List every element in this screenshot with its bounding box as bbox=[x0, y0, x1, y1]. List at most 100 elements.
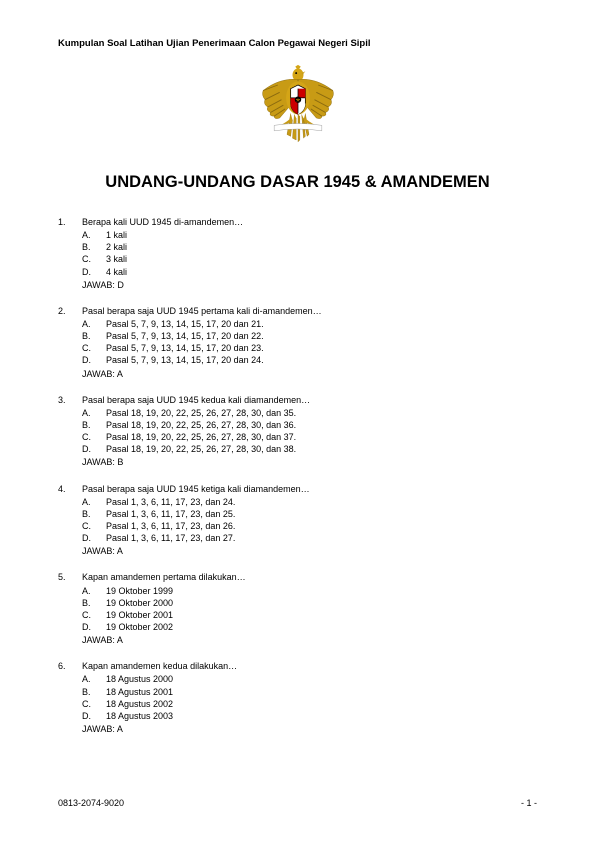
question-block: 1.Berapa kali UUD 1945 di-amandemen…A.1 … bbox=[58, 216, 537, 291]
option-text: Pasal 18, 19, 20, 22, 25, 26, 27, 28, 30… bbox=[106, 419, 537, 431]
option-letter: D. bbox=[82, 354, 106, 366]
question-text: Berapa kali UUD 1945 di-amandemen… bbox=[82, 216, 537, 228]
option-letter: D. bbox=[82, 266, 106, 278]
answer-text: JAWAB: B bbox=[82, 456, 537, 468]
option-letter: D. bbox=[82, 621, 106, 633]
page-footer: 0813-2074-9020 - 1 - bbox=[58, 798, 537, 808]
option-text: Pasal 1, 3, 6, 11, 17, 23, dan 26. bbox=[106, 520, 537, 532]
garuda-emblem-icon bbox=[252, 63, 344, 151]
option-text: 18 Agustus 2002 bbox=[106, 698, 537, 710]
question-body: Pasal berapa saja UUD 1945 ketiga kali d… bbox=[82, 483, 537, 558]
option-row: A.1 kali bbox=[82, 229, 537, 241]
question-body: Kapan amandemen pertama dilakukan…A.19 O… bbox=[82, 571, 537, 646]
option-row: B.Pasal 18, 19, 20, 22, 25, 26, 27, 28, … bbox=[82, 419, 537, 431]
main-title: UNDANG-UNDANG DASAR 1945 & AMANDEMEN bbox=[58, 173, 537, 192]
option-letter: D. bbox=[82, 710, 106, 722]
option-letter: C. bbox=[82, 342, 106, 354]
answer-text: JAWAB: A bbox=[82, 634, 537, 646]
option-text: Pasal 1, 3, 6, 11, 17, 23, dan 24. bbox=[106, 496, 537, 508]
option-row: B.19 Oktober 2000 bbox=[82, 597, 537, 609]
option-row: B.2 kali bbox=[82, 241, 537, 253]
question-text: Kapan amandemen pertama dilakukan… bbox=[82, 571, 537, 583]
option-row: A.Pasal 5, 7, 9, 13, 14, 15, 17, 20 dan … bbox=[82, 318, 537, 330]
option-row: D.Pasal 1, 3, 6, 11, 17, 23, dan 27. bbox=[82, 532, 537, 544]
option-row: C.Pasal 1, 3, 6, 11, 17, 23, dan 26. bbox=[82, 520, 537, 532]
option-row: A.Pasal 18, 19, 20, 22, 25, 26, 27, 28, … bbox=[82, 407, 537, 419]
option-row: C.18 Agustus 2002 bbox=[82, 698, 537, 710]
option-letter: A. bbox=[82, 407, 106, 419]
option-text: Pasal 5, 7, 9, 13, 14, 15, 17, 20 dan 21… bbox=[106, 318, 537, 330]
question-body: Pasal berapa saja UUD 1945 pertama kali … bbox=[82, 305, 537, 380]
question-number: 5. bbox=[58, 571, 82, 646]
option-text: 1 kali bbox=[106, 229, 537, 241]
option-letter: B. bbox=[82, 597, 106, 609]
question-number: 4. bbox=[58, 483, 82, 558]
option-row: A.18 Agustus 2000 bbox=[82, 673, 537, 685]
option-letter: B. bbox=[82, 686, 106, 698]
option-letter: C. bbox=[82, 698, 106, 710]
question-text: Pasal berapa saja UUD 1945 ketiga kali d… bbox=[82, 483, 537, 495]
option-row: D.19 Oktober 2002 bbox=[82, 621, 537, 633]
footer-phone: 0813-2074-9020 bbox=[58, 798, 124, 808]
option-text: Pasal 1, 3, 6, 11, 17, 23, dan 27. bbox=[106, 532, 537, 544]
option-text: Pasal 5, 7, 9, 13, 14, 15, 17, 20 dan 24… bbox=[106, 354, 537, 366]
option-row: D.4 kali bbox=[82, 266, 537, 278]
option-letter: A. bbox=[82, 585, 106, 597]
option-text: 3 kali bbox=[106, 253, 537, 265]
option-letter: C. bbox=[82, 609, 106, 621]
option-letter: B. bbox=[82, 419, 106, 431]
option-text: Pasal 18, 19, 20, 22, 25, 26, 27, 28, 30… bbox=[106, 431, 537, 443]
option-letter: A. bbox=[82, 318, 106, 330]
option-text: 18 Agustus 2000 bbox=[106, 673, 537, 685]
option-letter: C. bbox=[82, 253, 106, 265]
answer-text: JAWAB: A bbox=[82, 545, 537, 557]
option-letter: A. bbox=[82, 673, 106, 685]
option-text: Pasal 1, 3, 6, 11, 17, 23, dan 25. bbox=[106, 508, 537, 520]
option-text: 18 Agustus 2003 bbox=[106, 710, 537, 722]
footer-page-number: - 1 - bbox=[521, 798, 537, 808]
question-text: Pasal berapa saja UUD 1945 kedua kali di… bbox=[82, 394, 537, 406]
option-letter: B. bbox=[82, 330, 106, 342]
option-letter: B. bbox=[82, 241, 106, 253]
question-body: Pasal berapa saja UUD 1945 kedua kali di… bbox=[82, 394, 537, 469]
question-number: 3. bbox=[58, 394, 82, 469]
question-block: 6.Kapan amandemen kedua dilakukan…A.18 A… bbox=[58, 660, 537, 735]
option-row: C.19 Oktober 2001 bbox=[82, 609, 537, 621]
question-block: 2.Pasal berapa saja UUD 1945 pertama kal… bbox=[58, 305, 537, 380]
answer-text: JAWAB: D bbox=[82, 279, 537, 291]
option-text: 19 Oktober 2002 bbox=[106, 621, 537, 633]
document-header: Kumpulan Soal Latihan Ujian Penerimaan C… bbox=[58, 38, 537, 49]
option-row: C.Pasal 18, 19, 20, 22, 25, 26, 27, 28, … bbox=[82, 431, 537, 443]
question-block: 3.Pasal berapa saja UUD 1945 kedua kali … bbox=[58, 394, 537, 469]
option-text: Pasal 18, 19, 20, 22, 25, 26, 27, 28, 30… bbox=[106, 407, 537, 419]
option-row: B.Pasal 1, 3, 6, 11, 17, 23, dan 25. bbox=[82, 508, 537, 520]
option-text: 19 Oktober 2000 bbox=[106, 597, 537, 609]
option-row: B.Pasal 5, 7, 9, 13, 14, 15, 17, 20 dan … bbox=[82, 330, 537, 342]
option-row: B.18 Agustus 2001 bbox=[82, 686, 537, 698]
option-row: C.3 kali bbox=[82, 253, 537, 265]
option-letter: C. bbox=[82, 520, 106, 532]
option-text: 18 Agustus 2001 bbox=[106, 686, 537, 698]
question-block: 5.Kapan amandemen pertama dilakukan…A.19… bbox=[58, 571, 537, 646]
question-number: 1. bbox=[58, 216, 82, 291]
option-letter: C. bbox=[82, 431, 106, 443]
option-text: Pasal 5, 7, 9, 13, 14, 15, 17, 20 dan 23… bbox=[106, 342, 537, 354]
option-letter: B. bbox=[82, 508, 106, 520]
option-text: 19 Oktober 1999 bbox=[106, 585, 537, 597]
option-row: D.18 Agustus 2003 bbox=[82, 710, 537, 722]
option-letter: A. bbox=[82, 496, 106, 508]
option-letter: D. bbox=[82, 443, 106, 455]
answer-text: JAWAB: A bbox=[82, 368, 537, 380]
option-text: 2 kali bbox=[106, 241, 537, 253]
question-body: Kapan amandemen kedua dilakukan…A.18 Agu… bbox=[82, 660, 537, 735]
question-text: Kapan amandemen kedua dilakukan… bbox=[82, 660, 537, 672]
option-row: C.Pasal 5, 7, 9, 13, 14, 15, 17, 20 dan … bbox=[82, 342, 537, 354]
question-number: 2. bbox=[58, 305, 82, 380]
option-row: A.Pasal 1, 3, 6, 11, 17, 23, dan 24. bbox=[82, 496, 537, 508]
question-text: Pasal berapa saja UUD 1945 pertama kali … bbox=[82, 305, 537, 317]
option-row: D.Pasal 5, 7, 9, 13, 14, 15, 17, 20 dan … bbox=[82, 354, 537, 366]
option-text: Pasal 5, 7, 9, 13, 14, 15, 17, 20 dan 22… bbox=[106, 330, 537, 342]
questions-list: 1.Berapa kali UUD 1945 di-amandemen…A.1 … bbox=[58, 216, 537, 735]
question-body: Berapa kali UUD 1945 di-amandemen…A.1 ka… bbox=[82, 216, 537, 291]
option-letter: A. bbox=[82, 229, 106, 241]
